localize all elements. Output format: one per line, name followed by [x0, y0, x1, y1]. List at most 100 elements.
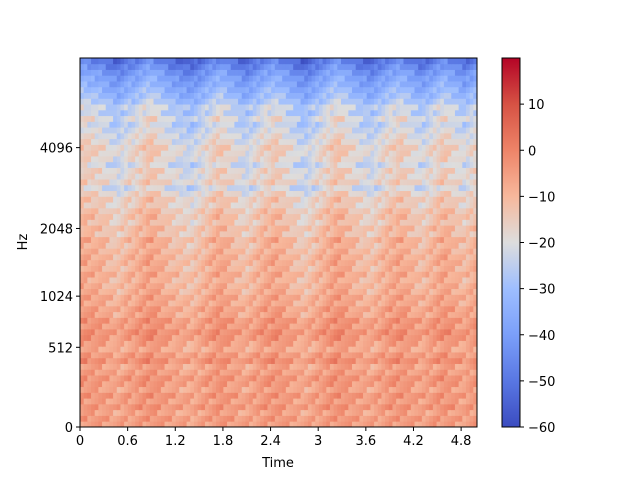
heatmap-cell: [160, 161, 165, 168]
heatmap-cell: [337, 265, 342, 272]
heatmap-cell: [164, 357, 169, 364]
heatmap-cell: [223, 259, 228, 266]
heatmap-cell: [102, 340, 107, 347]
heatmap-cell: [124, 346, 129, 353]
heatmap-cell: [91, 265, 96, 272]
heatmap-cell: [307, 248, 312, 255]
heatmap-cell: [153, 156, 158, 163]
heatmap-cell: [80, 392, 85, 399]
heatmap-cell: [348, 196, 353, 203]
heatmap-cell: [193, 363, 199, 370]
heatmap-cell: [190, 190, 195, 197]
heatmap-cell: [227, 277, 232, 284]
heatmap-cell: [153, 352, 158, 359]
heatmap-cell: [421, 179, 426, 186]
heatmap-cell: [421, 421, 426, 428]
heatmap-cell: [179, 421, 184, 428]
heatmap-cell: [219, 202, 224, 209]
heatmap-cell: [252, 369, 257, 376]
heatmap-cell: [263, 248, 268, 255]
heatmap-cell: [109, 340, 114, 347]
heatmap-cell: [230, 242, 235, 249]
heatmap-cell: [425, 305, 430, 313]
heatmap-cell: [407, 305, 412, 313]
heatmap-cell: [392, 179, 397, 186]
heatmap-cell: [160, 317, 165, 324]
heatmap-cell: [193, 196, 199, 203]
heatmap-cell: [227, 242, 232, 249]
heatmap-cell: [256, 346, 261, 353]
heatmap-cell: [109, 421, 114, 428]
heatmap-cell: [447, 317, 452, 324]
heatmap-cell: [212, 386, 217, 393]
heatmap-cell: [179, 213, 184, 220]
heatmap-cell: [267, 392, 272, 399]
heatmap-cell: [182, 334, 188, 341]
heatmap-cell: [271, 173, 276, 180]
heatmap-cell: [322, 254, 327, 261]
heatmap-cell: [307, 202, 312, 209]
heatmap-cell: [157, 184, 162, 192]
heatmap-cell: [91, 305, 96, 313]
heatmap-cell: [300, 196, 305, 203]
heatmap-cell: [260, 288, 265, 295]
heatmap-cell: [80, 230, 85, 238]
heatmap-cell: [440, 311, 445, 318]
heatmap-cell: [238, 248, 243, 255]
heatmap-cell: [399, 305, 404, 313]
heatmap-cell: [370, 282, 375, 290]
heatmap-cell: [348, 421, 353, 428]
heatmap-cell: [388, 386, 393, 393]
heatmap-cell: [396, 294, 401, 301]
heatmap-cell: [370, 415, 375, 422]
heatmap-cell: [223, 277, 228, 284]
heatmap-cell: [436, 236, 441, 243]
heatmap-cell: [440, 265, 445, 272]
heatmap-cell: [381, 328, 386, 336]
heatmap-cell: [87, 230, 92, 238]
heatmap-cell: [142, 294, 147, 301]
heatmap-cell: [352, 334, 357, 341]
heatmap-cell: [352, 213, 357, 220]
heatmap-cell: [329, 282, 335, 290]
heatmap-cell: [355, 340, 360, 347]
heatmap-cell: [396, 271, 401, 278]
heatmap-cell: [363, 352, 368, 359]
heatmap-cell: [388, 415, 393, 422]
heatmap-cell: [340, 340, 346, 347]
heatmap-cell: [127, 352, 132, 359]
heatmap-cell: [263, 294, 268, 301]
heatmap-cell: [260, 363, 265, 370]
heatmap-cell: [392, 282, 397, 290]
heatmap-cell: [421, 207, 426, 215]
heatmap-cell: [469, 288, 474, 295]
heatmap-cell: [296, 334, 301, 341]
heatmap-cell: [263, 225, 268, 232]
heatmap-cell: [256, 300, 261, 307]
heatmap-cell: [352, 346, 357, 353]
heatmap-cell: [216, 311, 221, 318]
heatmap-cell: [105, 254, 110, 261]
heatmap-cell: [355, 219, 360, 226]
heatmap-cell: [436, 403, 441, 411]
heatmap-cell: [315, 334, 320, 341]
heatmap-cell: [219, 265, 224, 272]
heatmap-cell: [241, 305, 246, 313]
heatmap-cell: [241, 230, 246, 238]
heatmap-cell: [403, 392, 408, 399]
heatmap-cell: [311, 271, 316, 278]
heatmap-cell: [410, 230, 415, 238]
heatmap-cell: [454, 248, 460, 255]
heatmap-cell: [116, 242, 121, 249]
heatmap-cell: [355, 363, 360, 370]
heatmap-cell: [370, 311, 375, 318]
heatmap-cell: [83, 317, 88, 324]
heatmap-cell: [366, 386, 371, 393]
heatmap-cell: [186, 340, 191, 347]
heatmap-cell: [186, 294, 191, 301]
heatmap-cell: [366, 398, 371, 405]
heatmap-cell: [109, 242, 114, 249]
heatmap-cell: [190, 219, 195, 226]
heatmap-cell: [193, 328, 199, 336]
heatmap-cell: [234, 317, 239, 324]
